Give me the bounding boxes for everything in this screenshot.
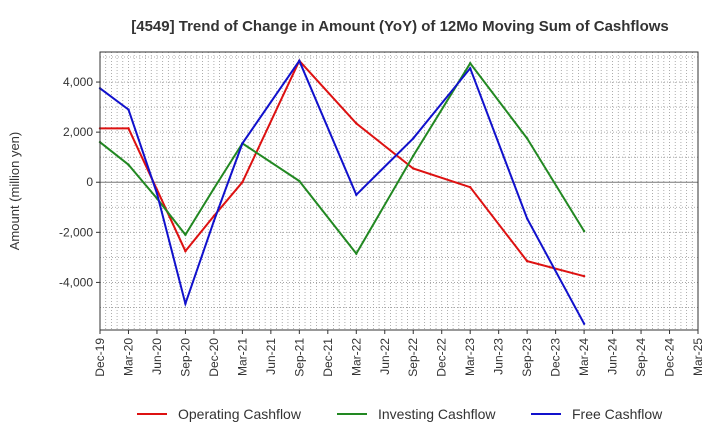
series-line-operating-cashflow xyxy=(100,59,585,278)
y-axis-ticks: 4,000 2,000 0 -2,000 -4,000 xyxy=(59,75,100,289)
x-tick-label: Dec-21 xyxy=(321,338,335,377)
x-tick-label: Dec-24 xyxy=(663,338,677,377)
data-point xyxy=(412,137,415,140)
x-tick-label: Dec-20 xyxy=(207,338,221,377)
series-layer xyxy=(98,58,586,325)
x-tick-label: Dec-22 xyxy=(435,338,449,377)
x-tick-label: Mar-21 xyxy=(235,338,249,376)
data-point xyxy=(155,192,159,195)
data-point xyxy=(468,186,472,189)
data-point xyxy=(582,274,586,278)
data-point xyxy=(355,193,358,196)
x-tick-label: Jun-21 xyxy=(264,338,278,375)
x-tick-label: Sep-24 xyxy=(634,338,648,377)
data-point xyxy=(184,302,187,305)
series-line-investing-cashflow xyxy=(99,61,585,256)
x-tick-label: Sep-23 xyxy=(520,338,534,377)
data-point xyxy=(241,181,244,184)
x-axis-ticks: Dec-19 Mar-20 Jun-20 Sep-20 Dec-20 Mar-21 Jun-… xyxy=(93,330,705,377)
data-point xyxy=(241,142,244,145)
data-point xyxy=(525,259,529,263)
y-tick-label: 0 xyxy=(86,175,93,189)
data-point xyxy=(525,217,529,220)
legend-label: Operating Cashflow xyxy=(178,406,302,422)
data-point xyxy=(212,219,216,223)
data-point xyxy=(412,167,415,170)
x-tick-label: Mar-24 xyxy=(577,338,591,376)
x-tick-label: Dec-23 xyxy=(549,338,563,377)
data-point xyxy=(127,163,130,166)
legend-label: Investing Cashflow xyxy=(378,406,496,422)
x-tick-label: Mar-20 xyxy=(121,338,135,376)
x-tick-label: Jun-20 xyxy=(150,338,164,375)
x-tick-label: Jun-24 xyxy=(606,338,620,375)
y-tick-label: -4,000 xyxy=(59,275,93,289)
data-point xyxy=(525,137,529,140)
y-tick-label: -2,000 xyxy=(59,225,93,239)
x-tick-label: Mar-25 xyxy=(691,338,705,376)
chart-title: [4549] Trend of Change in Amount (YoY) o… xyxy=(131,18,669,35)
data-point xyxy=(184,233,187,237)
x-tick-label: Mar-22 xyxy=(349,338,363,376)
data-point xyxy=(127,108,130,111)
data-point xyxy=(127,127,130,130)
x-tick-label: Jun-22 xyxy=(378,338,392,375)
x-tick-label: Sep-21 xyxy=(292,338,306,377)
x-tick-label: Sep-20 xyxy=(178,338,192,377)
legend: Operating Cashflow Investing Cashflow Free… xyxy=(137,406,663,422)
data-point xyxy=(212,187,216,190)
data-point xyxy=(412,154,415,158)
data-point xyxy=(582,229,586,233)
y-axis-label: Amount (million yen) xyxy=(7,132,22,251)
data-point xyxy=(582,322,586,325)
plot-frame xyxy=(99,51,699,331)
x-tick-label: Jun-23 xyxy=(492,338,506,375)
x-tick-label: Dec-19 xyxy=(93,338,107,377)
data-point xyxy=(355,252,358,255)
data-point xyxy=(298,179,301,183)
y-tick-label: 4,000 xyxy=(63,75,93,89)
data-point xyxy=(184,249,187,253)
data-point xyxy=(298,59,301,62)
series-line-free-cashflow xyxy=(99,58,585,325)
x-tick-label: Sep-22 xyxy=(406,338,420,377)
legend-label: Free Cashflow xyxy=(572,406,663,422)
y-tick-label: 2,000 xyxy=(63,125,93,139)
data-point xyxy=(468,62,472,65)
grid-lines xyxy=(100,52,698,330)
x-tick-label: Mar-23 xyxy=(463,338,477,376)
data-point xyxy=(468,67,472,70)
data-point xyxy=(355,122,358,125)
